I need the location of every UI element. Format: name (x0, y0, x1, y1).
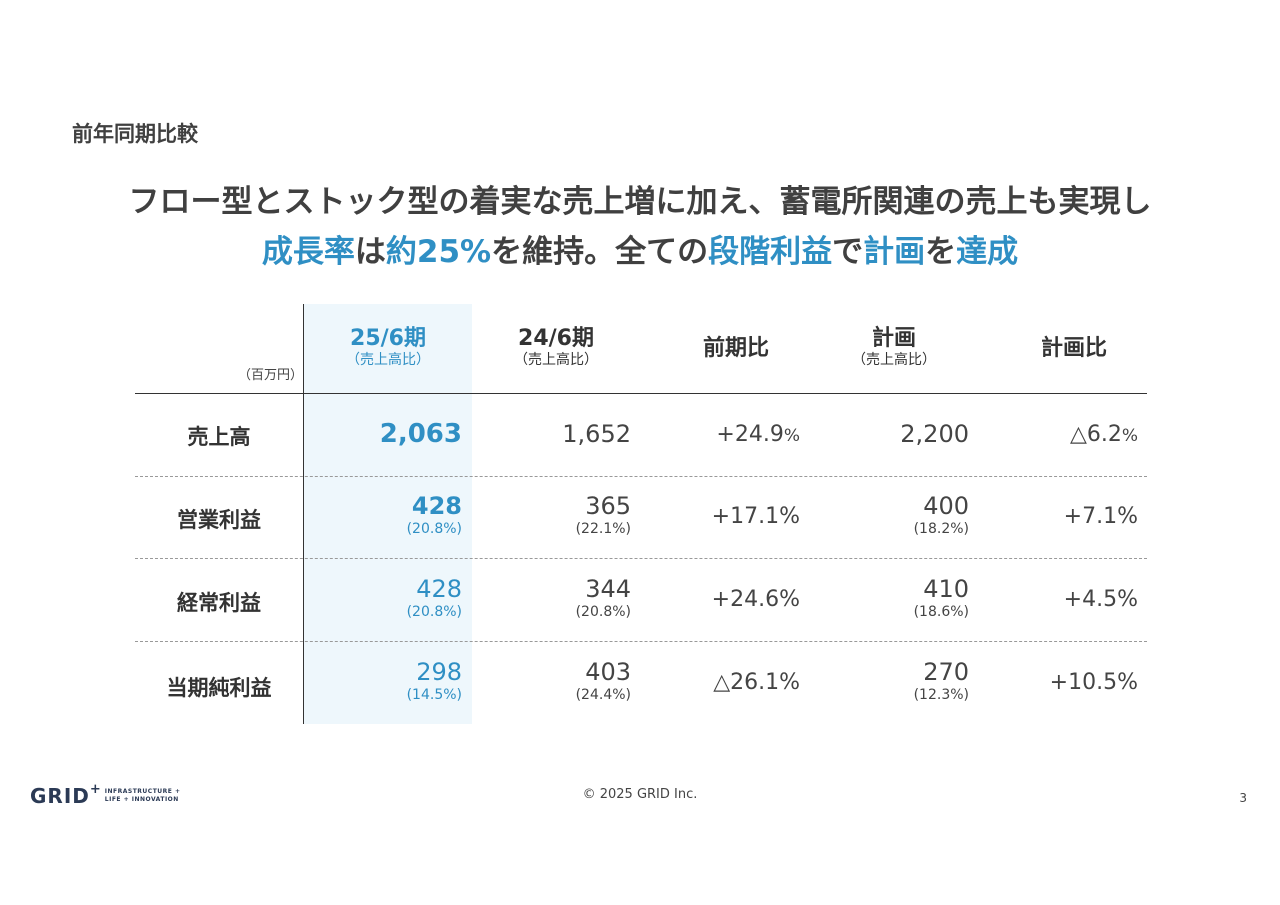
cell-value: +17.1% (711, 504, 800, 529)
cell-previous: 1,652 (562, 420, 631, 448)
cell-current: 428 (20.8%) (407, 492, 462, 538)
headline-segment: を (925, 234, 957, 270)
headline-segment: 計画 (863, 234, 926, 270)
cell-vs-plan: △6.2% (1070, 422, 1138, 447)
cell-yoy: +17.1% (712, 504, 800, 529)
cell-ratio: (18.2%) (913, 521, 969, 537)
col-header-title: 24/6期 (518, 326, 594, 351)
cell-ratio: (22.1%) (575, 521, 631, 537)
col-header-title: 計画比 (1040, 336, 1107, 361)
col-header-title: 25/6期 (350, 326, 426, 351)
row-label-ordinary-profit: 経常利益 (177, 591, 261, 615)
cell-previous: 344 (20.8%) (576, 575, 631, 621)
headline-segment: 約25% (385, 234, 492, 270)
row-label-operating-profit: 営業利益 (177, 508, 261, 532)
current-period-highlight (304, 304, 472, 724)
col-header-current: 25/6期 （売上高比） (304, 326, 472, 368)
col-header-vs-plan: 計画比 (990, 336, 1158, 362)
cell-value: +24.6% (711, 587, 800, 612)
cell-value: 428 (411, 492, 462, 520)
cell-ratio: (18.6%) (913, 604, 969, 620)
col-header-yoy: 前期比 (652, 336, 820, 362)
cell-value: 270 (923, 658, 969, 686)
col-header-sub: （売上高比） (514, 352, 598, 368)
logo-tagline-1: INFRASTRUCTURE + (104, 788, 181, 795)
cell-ratio: (14.5%) (406, 687, 462, 703)
cell-value: △26.1% (713, 670, 800, 695)
cell-ratio: (20.8%) (406, 604, 462, 620)
logo-tagline-2: LIFE + INNOVATION (104, 796, 179, 803)
row-divider (135, 641, 1147, 642)
headline-segment: で (832, 234, 864, 270)
cell-value: +4.5% (1063, 587, 1138, 612)
col-header-title: 前期比 (702, 336, 769, 361)
row-divider (135, 476, 1147, 477)
headline-segment: 達成 (956, 234, 1019, 270)
row-divider (135, 558, 1147, 559)
cell-value: 1,652 (562, 420, 631, 448)
cell-value: 428 (416, 575, 462, 603)
cell-unit: % (783, 426, 800, 446)
cell-ratio: (12.3%) (913, 687, 969, 703)
col-header-previous: 24/6期 （売上高比） (472, 326, 640, 368)
cell-value: 298 (416, 658, 462, 686)
table-header-divider (135, 393, 1147, 394)
cell-ratio: (20.8%) (406, 521, 462, 537)
cell-yoy: +24.6% (712, 587, 800, 612)
cell-vs-plan: +4.5% (1064, 587, 1138, 612)
cell-value: +10.5% (1049, 670, 1138, 695)
cell-yoy: △26.1% (713, 670, 800, 695)
cell-value: 365 (585, 492, 631, 520)
company-logo: GRID + INFRASTRUCTURE + LIFE + INNOVATIO… (30, 781, 181, 809)
cell-ratio: (20.8%) (575, 604, 631, 620)
col-header-plan: 計画 （売上高比） (810, 326, 978, 368)
cell-current: 298 (14.5%) (407, 658, 462, 704)
logo-wordmark: GRID (30, 784, 90, 808)
logo-tagline: INFRASTRUCTURE + LIFE + INNOVATION (105, 788, 181, 804)
headline-segment: を維持。全ての (491, 234, 709, 270)
headline-segment: 成長率 (261, 234, 355, 270)
cell-value: +7.1% (1063, 504, 1138, 529)
cell-plan: 270 (12.3%) (914, 658, 969, 704)
cell-plan: 410 (18.6%) (914, 575, 969, 621)
cell-previous: 403 (24.4%) (576, 658, 631, 704)
cell-vs-plan: +7.1% (1064, 504, 1138, 529)
cell-current: 2,063 (380, 420, 462, 448)
cell-value: 410 (923, 575, 969, 603)
cell-value: 400 (923, 492, 969, 520)
cell-plan: 400 (18.2%) (914, 492, 969, 538)
cell-value: 2,200 (900, 420, 969, 448)
cell-plan: 2,200 (900, 420, 969, 448)
cell-value: 2,063 (379, 419, 462, 449)
cell-value: 403 (585, 658, 631, 686)
row-label-revenue: 売上高 (187, 425, 251, 449)
col-header-sub: （売上高比） (852, 352, 936, 368)
headline-line-1: フロー型とストック型の着実な売上増に加え、蓄電所関連の売上も実現し (128, 184, 1152, 220)
cell-vs-plan: +10.5% (1050, 670, 1138, 695)
unit-label: （百万円） (238, 368, 304, 383)
headline-line-2: 成長率は約25%を維持。全ての段階利益で計画を達成 (0, 226, 1280, 271)
logo-plus: + (89, 781, 101, 797)
headline-segment: は (354, 234, 386, 270)
page-number: 3 (1239, 791, 1247, 805)
copyright: © 2025 GRID Inc. (582, 787, 698, 802)
cell-value: △6.2 (1069, 422, 1122, 447)
cell-current: 428 (20.8%) (407, 575, 462, 621)
cell-previous: 365 (22.1%) (576, 492, 631, 538)
section-label: 前年同期比較 (72, 122, 198, 146)
col-header-sub: （売上高比） (346, 352, 430, 368)
cell-yoy: +24.9% (716, 422, 800, 447)
col-header-title: 計画 (871, 326, 916, 351)
cell-value: +24.9 (716, 422, 784, 447)
cell-unit: % (1121, 426, 1138, 446)
cell-ratio: (24.4%) (575, 687, 631, 703)
table-vertical-divider (303, 304, 304, 724)
headline-segment: 段階利益 (708, 234, 833, 270)
cell-value: 344 (585, 575, 631, 603)
row-label-net-income: 当期純利益 (166, 676, 272, 700)
